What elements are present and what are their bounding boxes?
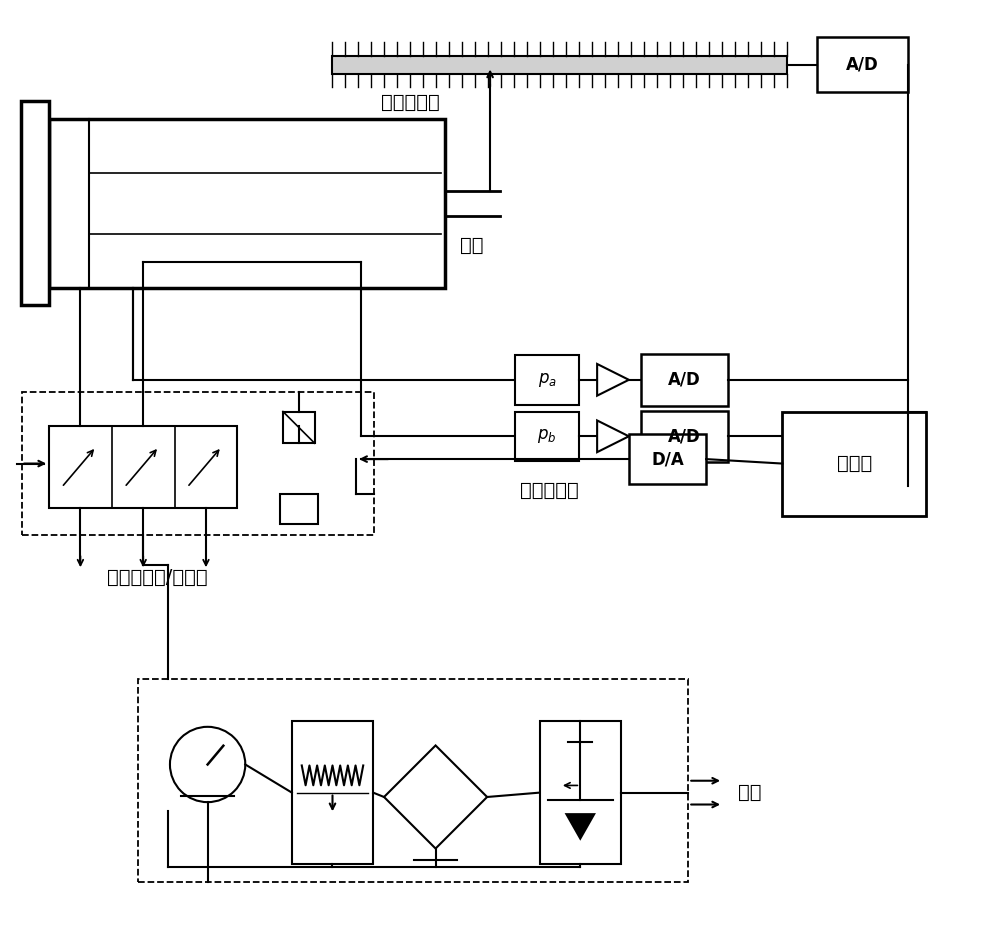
Polygon shape bbox=[566, 814, 594, 838]
Bar bbox=[332, 56, 787, 73]
Bar bbox=[138, 679, 688, 883]
Polygon shape bbox=[597, 421, 629, 453]
Bar bbox=[515, 411, 579, 461]
Bar bbox=[515, 355, 579, 405]
Bar bbox=[283, 411, 315, 443]
Polygon shape bbox=[384, 745, 487, 849]
Text: $p_b$: $p_b$ bbox=[537, 427, 557, 445]
Text: 电－气比例/伺服阀: 电－气比例/伺服阀 bbox=[107, 567, 207, 586]
Polygon shape bbox=[597, 364, 629, 395]
Bar bbox=[629, 435, 706, 484]
Bar bbox=[782, 411, 926, 516]
Text: 压力传感器: 压力传感器 bbox=[520, 481, 579, 501]
Bar bbox=[280, 494, 318, 523]
Text: A/D: A/D bbox=[668, 371, 701, 389]
Text: $p_a$: $p_a$ bbox=[538, 371, 557, 389]
Text: A/D: A/D bbox=[668, 427, 701, 445]
Bar bbox=[641, 354, 728, 406]
Bar bbox=[817, 37, 908, 92]
Text: 位移传感器: 位移传感器 bbox=[381, 93, 440, 112]
Text: D/A: D/A bbox=[651, 450, 684, 468]
Bar bbox=[292, 721, 373, 865]
Bar bbox=[540, 721, 621, 865]
Bar bbox=[21, 102, 49, 306]
Bar bbox=[49, 120, 445, 288]
Text: 计算机: 计算机 bbox=[837, 455, 872, 473]
Bar bbox=[22, 391, 374, 535]
Text: 气缸: 气缸 bbox=[460, 236, 484, 255]
Bar bbox=[641, 410, 728, 462]
Text: A/D: A/D bbox=[846, 56, 879, 73]
Text: 气源: 气源 bbox=[738, 783, 761, 802]
Bar bbox=[49, 426, 237, 507]
